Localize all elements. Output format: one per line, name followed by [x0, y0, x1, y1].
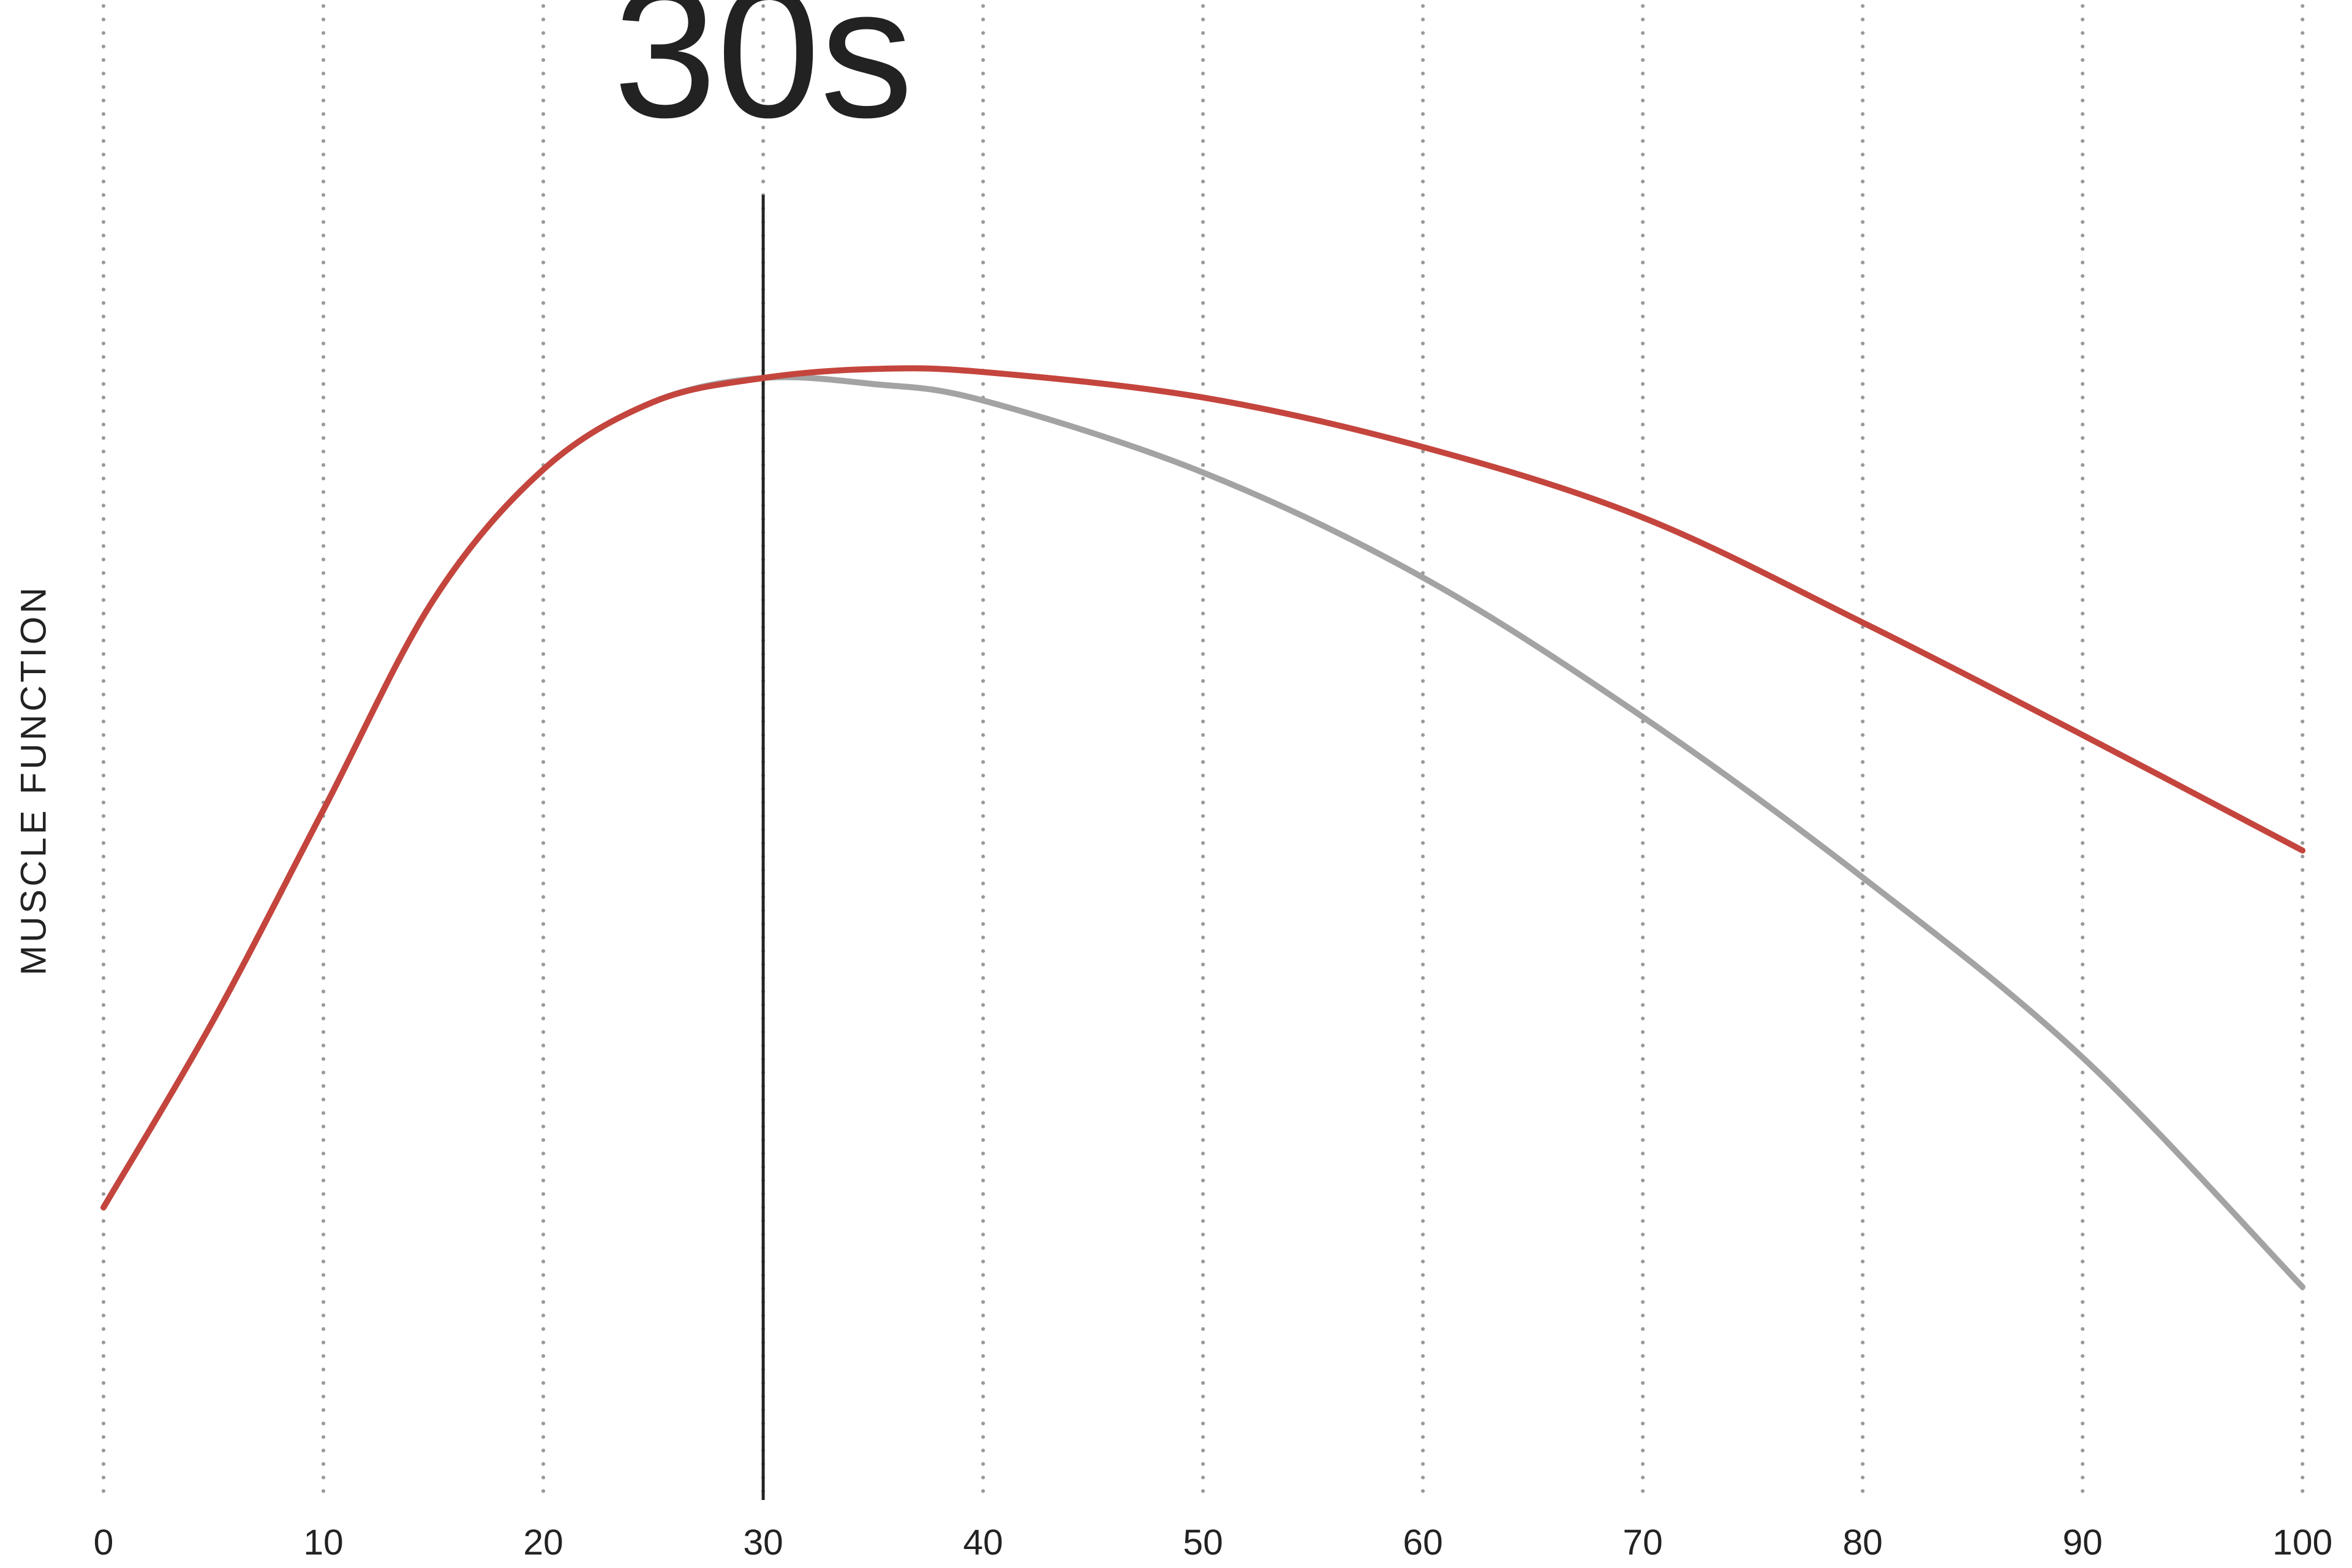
- line-series: [100, 374, 2306, 1291]
- x-tick-label: 30: [743, 1523, 783, 1562]
- x-tick-label: 70: [1623, 1523, 1662, 1562]
- x-tick-label: 60: [1403, 1523, 1442, 1562]
- x-tick-label: 50: [1183, 1523, 1223, 1562]
- x-tick-label: 20: [523, 1523, 563, 1562]
- x-tick-label: 80: [1842, 1523, 1882, 1562]
- annotation-text: 30s: [613, 0, 913, 156]
- x-tick-label: 100: [2272, 1523, 2332, 1562]
- x-tick-label: 0: [94, 1523, 114, 1562]
- y-axis-label: MUSCLE FUNCTION: [13, 584, 53, 975]
- x-tick-label: 10: [303, 1523, 343, 1562]
- line-series: [100, 365, 2306, 1211]
- x-tick-label: 90: [2062, 1523, 2102, 1562]
- x-tick-label: 40: [963, 1523, 1003, 1562]
